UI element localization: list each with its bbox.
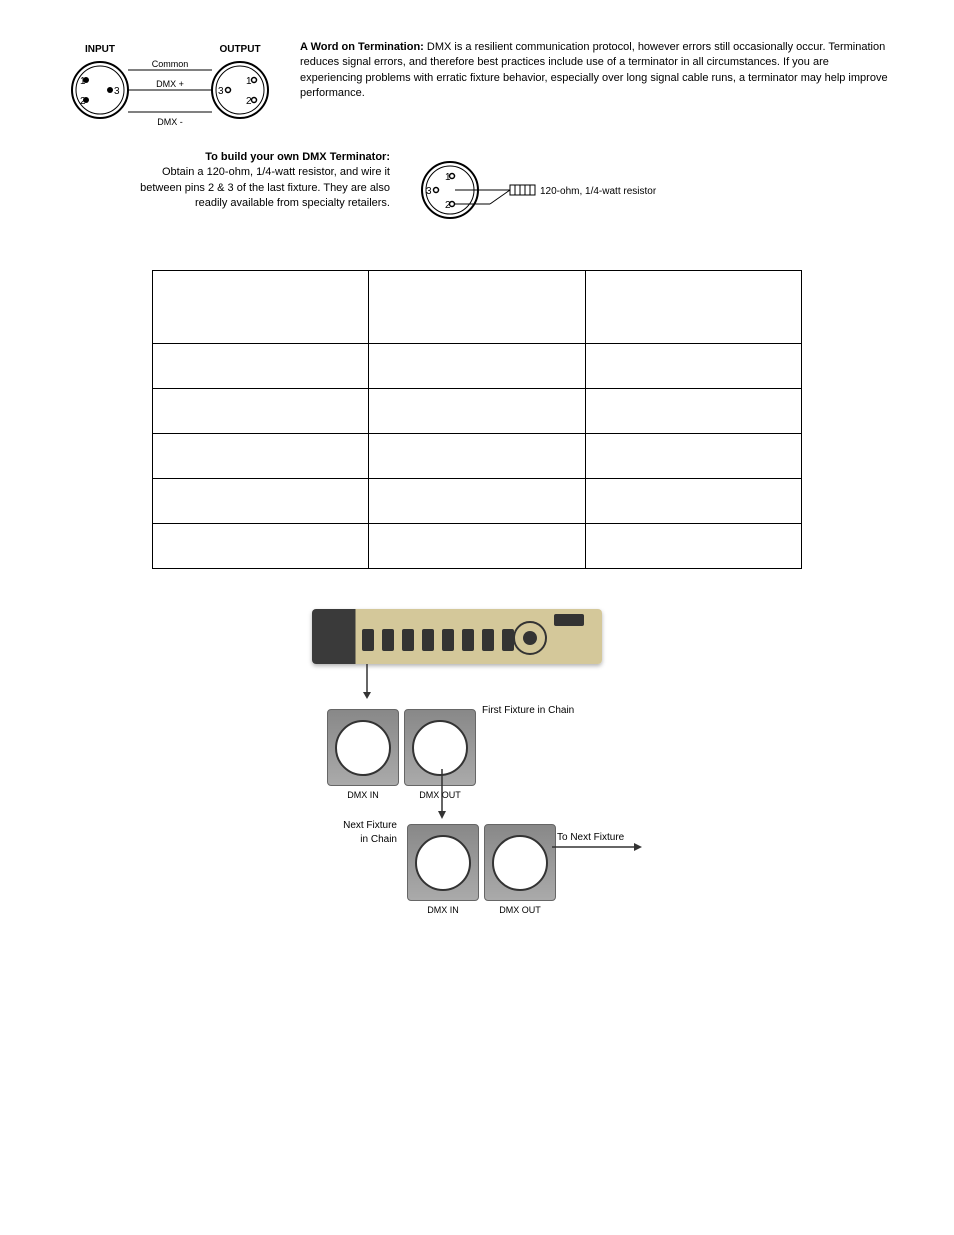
input-label: INPUT xyxy=(85,44,115,55)
svg-text:1: 1 xyxy=(246,76,252,87)
svg-text:3: 3 xyxy=(218,86,224,97)
svg-text:1: 1 xyxy=(445,172,451,183)
svg-text:2: 2 xyxy=(445,200,451,211)
terminator-build-text: To build your own DMX Terminator: Obtain… xyxy=(140,150,390,212)
next-fixture-label: Next Fixture in Chain xyxy=(337,819,397,847)
output-label: OUTPUT xyxy=(219,44,260,55)
svg-text:DMX +: DMX + xyxy=(156,79,184,89)
termination-paragraph: A Word on Termination: DMX is a resilien… xyxy=(300,40,894,135)
svg-text:2: 2 xyxy=(80,96,86,107)
pin-table xyxy=(60,270,894,569)
fixture-box xyxy=(407,824,479,901)
dmx-in-label: DMX IN xyxy=(407,904,479,917)
terminator-build-heading: To build your own DMX Terminator: xyxy=(140,150,390,165)
dmx-in-label: DMX IN xyxy=(327,789,399,802)
svg-text:2: 2 xyxy=(246,96,252,107)
termination-heading: A Word on Termination: xyxy=(300,41,424,53)
svg-text:Common: Common xyxy=(152,59,189,69)
dmx-out-label: DMX OUT xyxy=(484,904,556,917)
svg-text:3: 3 xyxy=(114,86,120,97)
resistor-label: 120-ohm, 1/4-watt resistor xyxy=(540,186,657,197)
fixture-box xyxy=(327,709,399,786)
svg-text:3: 3 xyxy=(426,186,432,197)
to-next-fixture-label: To Next Fixture xyxy=(557,831,624,845)
terminator-build-body: Obtain a 120-ohm, 1/4-watt resistor, and… xyxy=(140,165,390,211)
first-fixture-label: First Fixture in Chain xyxy=(482,704,574,718)
connector-pinout-diagram: INPUT OUTPUT 1 2 3 1 2 3 Common xyxy=(60,40,280,135)
fixture-box xyxy=(484,824,556,901)
dmx-chain-diagram: DMX IN DMX OUT First Fixture in Chain DM… xyxy=(312,609,642,919)
svg-text:DMX -: DMX - xyxy=(157,117,183,127)
terminator-diagram: 1 2 3 120-ohm, 1/4-watt resistor xyxy=(410,150,894,230)
dmx-controller-image xyxy=(312,609,602,664)
svg-text:1: 1 xyxy=(80,76,86,87)
